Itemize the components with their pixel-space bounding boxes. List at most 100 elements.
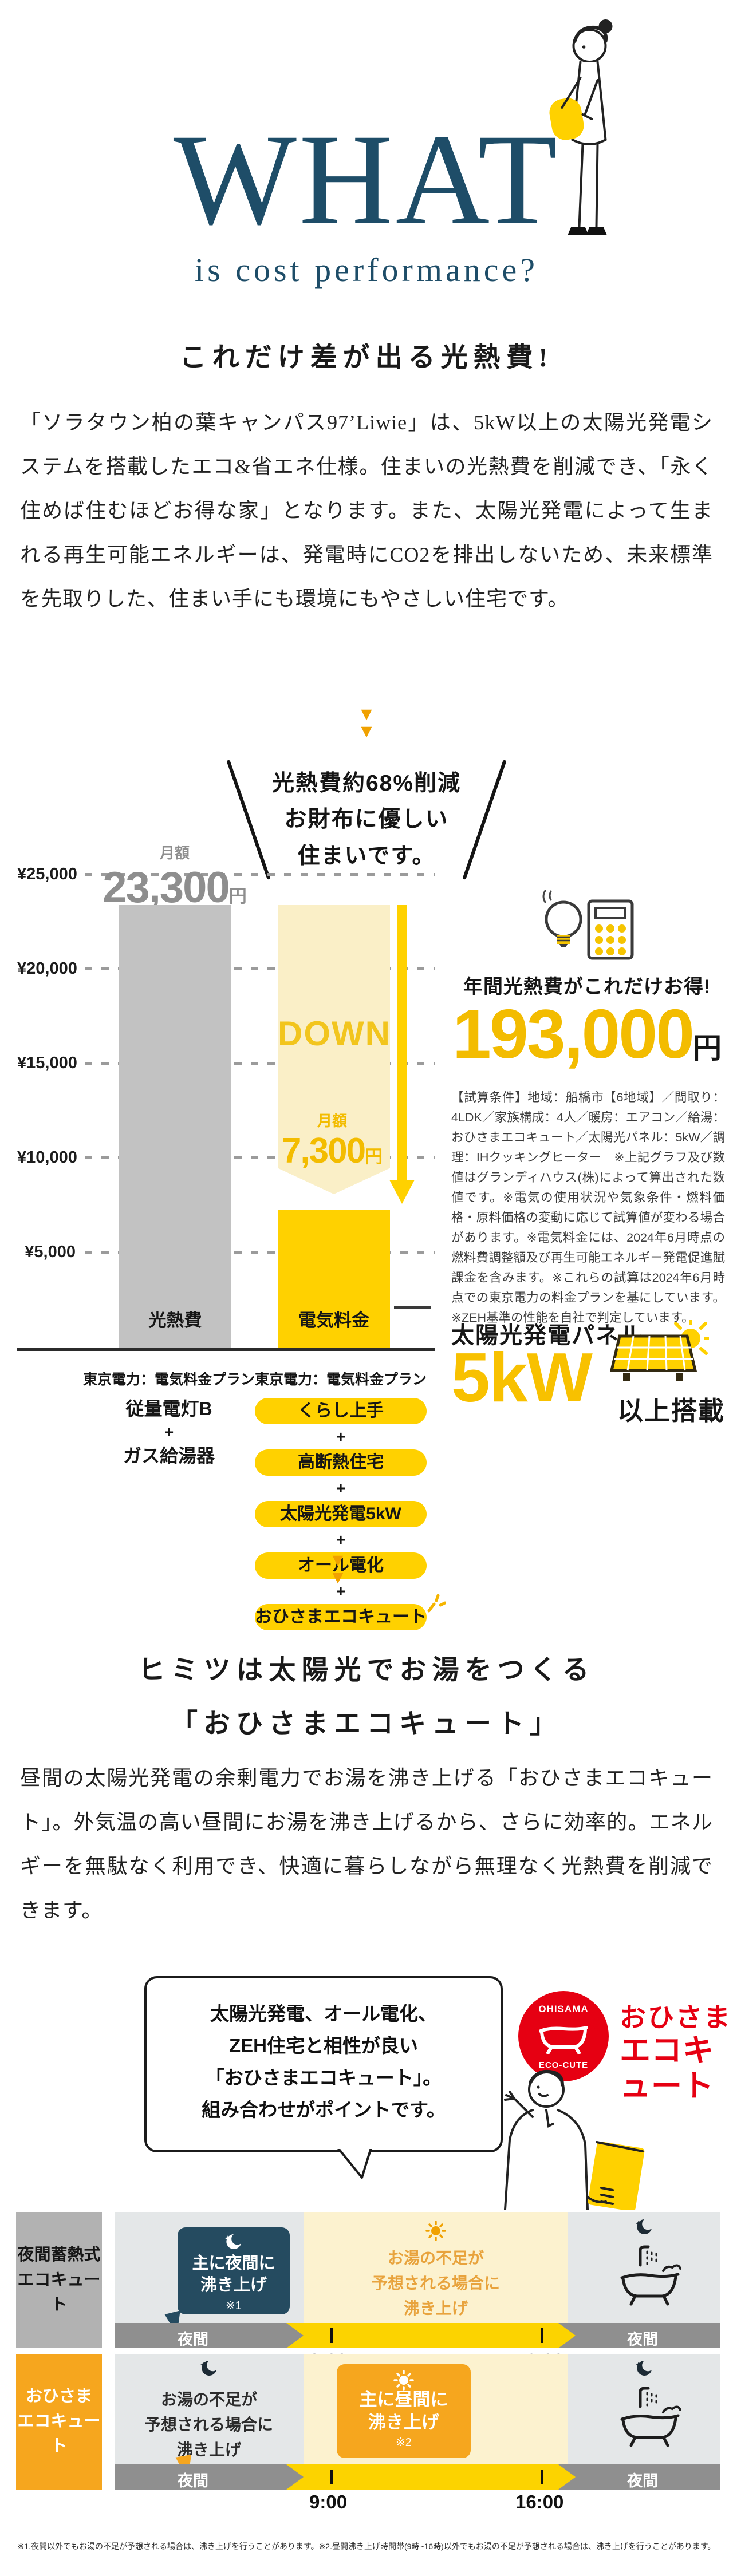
- bubble-line2: ZEH住宅と相性が良い: [229, 2035, 418, 2056]
- ohisama-ecocute-logo: OHISAMA ECO-CUTE: [518, 1991, 609, 2081]
- logo-text-line2: エコキュート: [620, 2033, 714, 2103]
- timeline-row-ohisama: おひさま エコキュート お湯の不足が 予想される場合に 沸き上げ: [16, 2354, 720, 2512]
- callout-line1: 光熱費約68%削減: [271, 771, 462, 796]
- row2-label-line2: エコキュート: [17, 2412, 101, 2456]
- row2-night-line2: 予想される場合に: [144, 2416, 273, 2433]
- row1-callout-line1: 主に夜間に: [192, 2254, 275, 2273]
- down-banner: DOWN: [278, 905, 390, 1194]
- tick-900: [330, 2470, 333, 2484]
- plan-column-left: 東京電力：電気料金プラン 従量電灯B + ガス給湯器: [60, 1368, 278, 1467]
- bathtub-icon: [539, 2026, 588, 2054]
- row2-callout-line1: 主に昼間に: [359, 2389, 448, 2409]
- time-label-9: 9:00: [309, 2491, 348, 2512]
- plan-pill: 太陽光発電5kW: [255, 1501, 427, 1527]
- bar-label-electric: 電気料金: [298, 1310, 369, 1330]
- tick-1600: [541, 2328, 543, 2343]
- row1-day-line1: お湯の不足が: [387, 2249, 484, 2267]
- section2-heading-line2: 「おひさまエコキュート」: [171, 1709, 562, 1739]
- down-arrow-icon: [397, 905, 407, 1180]
- bubble-line3: 「おひさまエコキュート」。: [205, 2067, 442, 2088]
- tick-900: [330, 2328, 333, 2343]
- value-23300: 23,300: [103, 863, 230, 912]
- moon-icon: [636, 2361, 652, 2376]
- solar-panel-icon: [609, 1320, 709, 1381]
- row1-callout-note: ※1: [226, 2300, 242, 2312]
- ytick-label: ¥25,000: [17, 865, 77, 883]
- down-markers-2: ▼ ▼: [0, 1551, 704, 1587]
- row1-track: 主に夜間に 沸き上げ ※1 お湯の不足が 予想される場合に 沸き上げ: [115, 2212, 720, 2371]
- callout-line3: 住まいです。: [297, 843, 436, 868]
- man-illustration: [504, 2069, 645, 2210]
- solar-panel-block: 太陽光発電パネル 5kW 以上搭載: [451, 1317, 725, 1454]
- callout-slash-right: [462, 760, 507, 880]
- row1-label-line1: 夜間蓄熱式: [17, 2246, 101, 2265]
- row2-label: おひさま エコキュート: [16, 2354, 102, 2490]
- down-triangle-icon: ▼: [357, 704, 376, 724]
- plan-column-right: 東京電力：電気料金プラン くらし上手 + 高断熱住宅 + 太陽光発電5kW + …: [255, 1368, 446, 1630]
- bubble-line1: 太陽光発電、オール電化、: [210, 2003, 437, 2024]
- moon-icon: [225, 2234, 241, 2249]
- savings-callout: 光熱費約68%削減 お財布に優しい 住まいです。: [0, 757, 733, 883]
- row1-callout-line2: 沸き上げ: [200, 2276, 267, 2294]
- bar-electric-cost: 電気料金: [278, 1210, 390, 1348]
- plus-sign: +: [336, 1582, 346, 1600]
- speech-bubble-text: 太陽光発電、オール電化、 ZEH住宅と相性が良い 「おひさまエコキュート」。 組…: [147, 1998, 501, 2126]
- row1-day-line2: 予想される場合に: [371, 2274, 500, 2292]
- plan-right-title: 東京電力：電気料金プラン: [255, 1372, 427, 1388]
- row2-night-line3: 沸き上げ: [176, 2441, 241, 2459]
- moon-icon: [636, 2219, 652, 2234]
- bathtub-shower-icon: [620, 2245, 681, 2306]
- logo-arc-top: OHISAMA: [538, 2004, 589, 2014]
- row2-callout-note: ※2: [396, 2436, 412, 2449]
- row2-night-text: お湯の不足が 予想される場合に 沸き上げ: [115, 2387, 304, 2463]
- bubble-line4: 組み合わせがポイントです。: [202, 2099, 446, 2120]
- savings-number: 193,000: [452, 995, 695, 1073]
- callout-line2: お財布に優しい: [284, 807, 449, 832]
- woman-illustration: [549, 19, 613, 235]
- yen-unit: 円: [693, 1032, 722, 1064]
- plan-pill-ecocute: おひさまエコキュート: [255, 1604, 427, 1630]
- row2-daytime-band: [286, 2464, 576, 2490]
- solar-panel-title: 太陽光発電パネル: [451, 1323, 644, 1348]
- bathtub-shower-icon: [620, 2387, 681, 2447]
- gridline-25000: ¥25,000: [17, 865, 435, 883]
- row1-label-line2: エコキュート: [17, 2270, 101, 2314]
- section1-heading: これだけ差が出る光熱費!: [179, 343, 554, 373]
- gridline-20000: ¥20,000: [17, 959, 435, 978]
- down-triangle-icon: ▼: [329, 1567, 347, 1587]
- down-triangle-icon: ▼: [357, 721, 376, 741]
- time-label-16: 16:00: [515, 2491, 564, 2512]
- hero-title: WHAT: [173, 108, 560, 252]
- bar-label-utility: 光熱費: [148, 1310, 202, 1330]
- sun-icon: [425, 2221, 446, 2241]
- plus-sign: +: [164, 1423, 174, 1441]
- gas-value-label: 月額 23,300円: [86, 841, 263, 912]
- callout-text: 光熱費約68%削減 お財布に優しい 住まいです。: [272, 765, 461, 874]
- row1-label: 夜間蓄熱式 エコキュート: [16, 2212, 102, 2348]
- row1-callout-night-heating: 主に夜間に 沸き上げ ※1: [178, 2227, 290, 2314]
- night-label: 夜間: [178, 2331, 208, 2348]
- plan-left-item1: 従量電灯B: [125, 1398, 212, 1419]
- ytick-label: ¥10,000: [17, 1148, 77, 1167]
- logo-text-line1: おひさま: [620, 2002, 732, 2032]
- yen-unit: 円: [365, 1147, 383, 1167]
- utility-cost-bar-chart: ¥25,000 ¥20,000 ¥15,000 ¥10,000 ¥5,000 月…: [17, 841, 446, 1630]
- plan-pill: 高断熱住宅: [255, 1449, 427, 1476]
- gridline-10000: ¥10,000: [17, 1148, 435, 1167]
- value-7300: 7,300: [281, 1131, 366, 1171]
- row2-callout-day-heating: 主に昼間に 沸き上げ ※2: [337, 2364, 471, 2458]
- row1-day-line3: 沸き上げ: [403, 2300, 468, 2317]
- solar-panel-kw: 5kW: [451, 1338, 593, 1416]
- row2-night-line1: お湯の不足が: [160, 2391, 257, 2408]
- gridline-15000: ¥15,000: [17, 1054, 435, 1072]
- logo-arc-bottom: ECO-CUTE: [538, 2060, 589, 2070]
- plan-pill: オール電化: [255, 1552, 427, 1579]
- logo-wordmark: おひさま エコキュート: [620, 2002, 733, 2104]
- solar-panel-suffix: 以上搭載: [617, 1396, 725, 1425]
- night-label: 夜間: [178, 2472, 208, 2490]
- electric-value-label: 月額 7,300円: [258, 1109, 407, 1171]
- plus-sign: +: [336, 1531, 346, 1548]
- savings-amount: 193,000円: [448, 994, 726, 1074]
- ytick-label: ¥5,000: [25, 1243, 76, 1261]
- sparkle-icon: [427, 1594, 446, 1613]
